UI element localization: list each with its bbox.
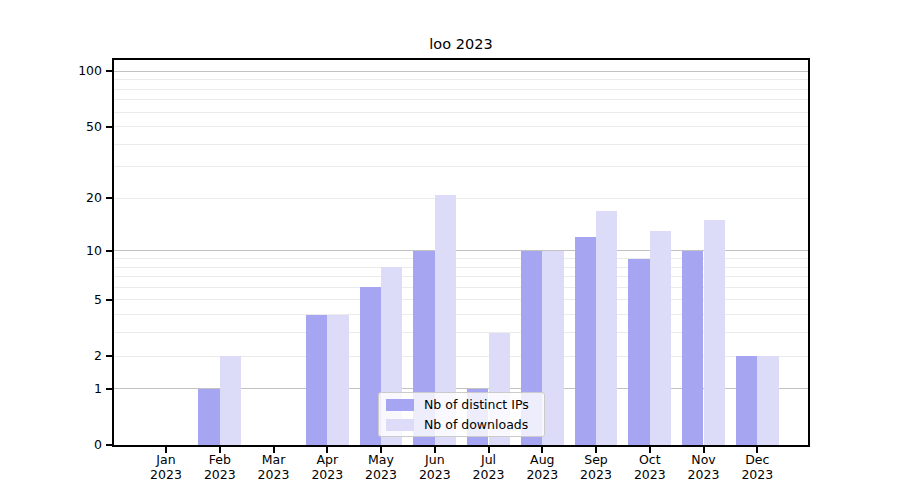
legend-label-downloads: Nb of downloads xyxy=(424,417,528,432)
legend-swatch-distinct-ips xyxy=(386,399,414,411)
y-tick-label-100: 100 xyxy=(52,63,102,79)
y-tick-label-0: 0 xyxy=(52,437,102,453)
y-tick-label-5: 5 xyxy=(52,292,102,308)
legend-item-distinct-ips: Nb of distinct IPs xyxy=(379,396,544,413)
gridline-minor-50 xyxy=(114,126,808,127)
gridline-minor-80 xyxy=(114,89,808,90)
bar-nb-of-distinct-ips-sep xyxy=(575,237,596,445)
bar-nb-of-downloads-nov xyxy=(704,220,725,445)
gridline-minor-90 xyxy=(114,79,808,80)
bar-nb-of-downloads-aug xyxy=(542,251,563,445)
y-tick-label-2: 2 xyxy=(52,348,102,364)
gridline-major-100 xyxy=(114,71,808,72)
y-tick-mark-1 xyxy=(106,388,114,390)
figure: loo 2023 0125102050100Jan2023Feb2023Mar2… xyxy=(0,0,900,500)
legend-item-downloads: Nb of downloads xyxy=(379,416,544,433)
bar-nb-of-distinct-ips-feb xyxy=(198,389,219,445)
bar-nb-of-distinct-ips-dec xyxy=(736,356,757,445)
y-tick-mark-20 xyxy=(106,197,114,199)
x-tick-year: 2023 xyxy=(725,467,789,482)
y-tick-label-20: 20 xyxy=(52,190,102,206)
y-tick-label-10: 10 xyxy=(52,243,102,259)
bar-nb-of-downloads-feb xyxy=(220,356,241,445)
y-tick-mark-2 xyxy=(106,355,114,357)
x-tick-label-dec: Dec2023 xyxy=(725,452,789,482)
y-tick-mark-50 xyxy=(106,126,114,128)
gridline-minor-60 xyxy=(114,112,808,113)
bar-nb-of-distinct-ips-apr xyxy=(306,315,327,445)
legend-label-distinct-ips: Nb of distinct IPs xyxy=(424,397,529,412)
bar-nb-of-downloads-dec xyxy=(757,356,778,445)
bar-nb-of-distinct-ips-nov xyxy=(682,251,703,445)
y-tick-label-50: 50 xyxy=(52,119,102,135)
gridline-minor-70 xyxy=(114,99,808,100)
legend-swatch-downloads xyxy=(386,419,414,431)
legend: Nb of distinct IPs Nb of downloads xyxy=(378,392,545,437)
gridline-minor-20 xyxy=(114,198,808,199)
y-tick-mark-10 xyxy=(106,250,114,252)
x-tick-month: Dec xyxy=(725,452,789,467)
y-tick-mark-5 xyxy=(106,299,114,301)
y-tick-label-1: 1 xyxy=(52,381,102,397)
bar-nb-of-downloads-oct xyxy=(650,231,671,445)
bar-nb-of-downloads-sep xyxy=(596,211,617,445)
bar-nb-of-distinct-ips-oct xyxy=(628,259,649,446)
bar-nb-of-downloads-apr xyxy=(327,315,348,445)
gridline-minor-40 xyxy=(114,144,808,145)
y-tick-mark-0 xyxy=(106,444,114,446)
y-tick-mark-100 xyxy=(106,70,114,72)
gridline-minor-30 xyxy=(114,166,808,167)
